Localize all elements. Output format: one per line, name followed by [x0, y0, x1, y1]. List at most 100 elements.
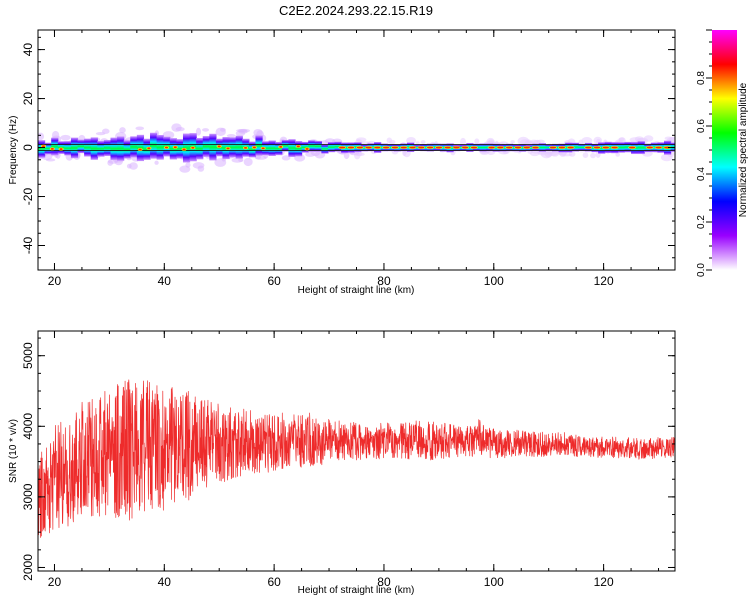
spectrogram-halo [474, 138, 480, 145]
spectrogram-x-tick-label: 60 [267, 274, 281, 288]
spectrogram-slice [275, 141, 283, 156]
colorbar-tick-label: 0.6 [696, 119, 707, 133]
spectrogram-hotspot-red [426, 146, 434, 149]
spectrogram-hotspot-red [138, 148, 142, 151]
spectrogram-panel: 20 40 60 80 100 120 40 20 0 -20 -40 Height of stra… [8, 29, 676, 296]
spectrogram-halo [220, 127, 226, 132]
spectrogram-slice [650, 142, 659, 153]
snr-x-tick-label: 80 [377, 575, 391, 589]
spectrogram-slice [77, 139, 85, 154]
spectrogram-slice [327, 141, 336, 153]
spectrogram-hotspot-red [505, 146, 513, 149]
spectrogram-halo [643, 135, 654, 142]
spectrogram-hotspot-red [243, 146, 248, 149]
spectrogram-hotspot-red [409, 146, 416, 149]
spectrogram-halo [354, 152, 365, 157]
spectrogram-hotspot-red [558, 146, 566, 149]
snr-ticks: 20 40 60 80 100 120 2000 3000 4000 5000 [21, 331, 675, 589]
spectrogram-slice [624, 141, 632, 153]
spectrogram-slice [413, 144, 421, 151]
spectrogram-slice [51, 137, 59, 156]
spectrogram-slice [466, 142, 474, 152]
snr-y-label: SNR (10 * v/v) [8, 419, 19, 483]
spectrogram-hotspot-red [646, 146, 653, 149]
spectrogram-slice [308, 140, 316, 152]
spectrogram-halo [510, 140, 515, 144]
spectrogram-hotspot-red [593, 146, 601, 149]
spectrogram-hotspot-red [382, 146, 390, 149]
spectrogram-halo [406, 136, 417, 145]
spectrogram-halo [460, 137, 467, 147]
spectrogram-y-label: Frequency (Hz) [8, 116, 19, 185]
spectrogram-hotspot-red [585, 146, 592, 149]
spectrogram-hotspot-red [339, 146, 346, 149]
spectrogram-slice [578, 143, 586, 151]
spectrogram-x-tick-label: 100 [484, 274, 504, 288]
spectrogram-y-tick-label: -40 [21, 237, 35, 255]
spectrogram-hotspot-red [41, 145, 46, 148]
spectrogram-halo [60, 134, 71, 141]
colorbar-tick-label: 0.8 [696, 71, 707, 85]
spectrogram-slice [196, 138, 204, 160]
spectrogram-halo [305, 151, 316, 157]
spectrogram-slice [70, 137, 79, 159]
spectrogram-slice [235, 135, 243, 159]
spectrogram-slice [38, 140, 46, 158]
spectrogram-halo [202, 128, 210, 132]
spectrogram-halo [195, 127, 202, 136]
spectrogram-hotspot-red [453, 146, 460, 149]
spectrogram-slice [268, 140, 276, 156]
snr-x-tick-label: 40 [158, 575, 172, 589]
spectrogram-slice [545, 144, 553, 151]
spectrogram-hotspot-red [217, 145, 221, 148]
spectrogram-slice [150, 132, 158, 159]
spectrogram-halo [51, 130, 60, 140]
spectrogram-x-tick-label: 80 [377, 274, 391, 288]
colorbar-ticks: 0.0 0.2 0.4 0.6 0.8 [696, 29, 712, 277]
spectrogram-hotspot-red [226, 147, 230, 150]
spectrogram-hotspot-red [296, 145, 300, 148]
spectrogram-halo [235, 130, 246, 137]
spectrogram-hotspot-red [488, 146, 495, 149]
colorbar-fill [712, 30, 737, 270]
chart-title: C2E2.2024.293.22.15.R19 [279, 3, 433, 18]
spectrogram-x-tick-label: 120 [594, 274, 614, 288]
spectrogram-hotspot-red [462, 146, 469, 149]
snr-series-line [38, 379, 675, 538]
spectrogram-hotspot-red [191, 146, 195, 149]
spectrogram-slice [209, 133, 217, 161]
spectrogram-halo [389, 139, 396, 145]
spectrogram-hotspot-red [252, 146, 256, 149]
spectrogram-slice [334, 141, 342, 152]
spectrogram-hotspot-red [435, 146, 443, 149]
spectrogram-x-tick-label: 20 [48, 274, 62, 288]
snr-y-tick-label: 2000 [21, 554, 35, 581]
spectrogram-slice [123, 140, 131, 159]
spectrogram-slice [103, 139, 112, 156]
spectrogram-slice [479, 143, 487, 152]
spectrogram-y-tick-label: -20 [21, 188, 35, 206]
spectrogram-slice [57, 141, 65, 154]
spectrogram-slice [314, 140, 322, 152]
spectrogram-hotspot-red [50, 147, 54, 150]
spectrogram-halo [590, 152, 596, 159]
spectrogram-hotspot-red [261, 147, 265, 150]
spectrogram-halo [615, 152, 621, 157]
spectrogram-slice [255, 135, 263, 156]
colorbar-tick-label: 0.4 [696, 167, 707, 181]
spectrogram-y-tick-label: 0 [21, 144, 35, 151]
spectrogram-halo [243, 157, 253, 167]
spectrogram-slice [301, 141, 309, 153]
spectrogram-halo [45, 158, 56, 162]
spectrogram-halo [119, 127, 126, 134]
spectrogram-slice [130, 136, 138, 158]
spectrogram-slice [571, 142, 579, 152]
spectrogram-slice [64, 141, 72, 156]
snr-panel: 20 40 60 80 100 120 2000 3000 4000 5000 Height of… [8, 330, 676, 596]
spectrogram-hotspot-red [602, 146, 610, 149]
spectrogram-slice [321, 144, 329, 154]
spectrogram-hotspot-red [173, 146, 177, 149]
snr-y-tick-label: 3000 [21, 483, 35, 510]
spectrogram-hotspot-red [400, 146, 407, 149]
snr-x-tick-label: 120 [594, 575, 614, 589]
